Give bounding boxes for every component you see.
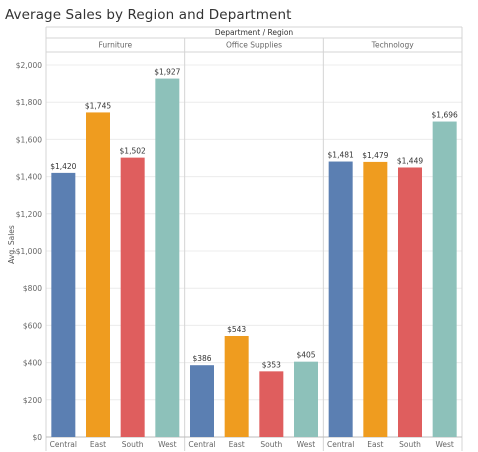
y-tick-label: $2,000 <box>16 61 42 70</box>
data-label: $1,745 <box>85 101 111 110</box>
x-tick-label: Central <box>188 440 215 449</box>
y-tick-label: $1,600 <box>16 135 42 144</box>
x-tick-label: South <box>260 440 282 449</box>
x-tick-label: Central <box>327 440 354 449</box>
bar-office-supplies-west <box>294 361 318 437</box>
data-label: $405 <box>296 351 315 360</box>
bar-furniture-south <box>120 157 145 438</box>
x-tick-label: South <box>122 440 144 449</box>
y-tick-label: $600 <box>23 321 42 330</box>
panel-header-technology: Technology <box>371 41 415 50</box>
y-axis-title: Avg. Sales <box>7 225 16 264</box>
column-header-label: Department / Region <box>215 28 294 37</box>
data-label: $1,502 <box>120 147 146 156</box>
y-tick-label: $200 <box>23 396 42 405</box>
x-tick-label: West <box>435 440 453 449</box>
x-tick-label: East <box>90 440 106 449</box>
bar-technology-east <box>363 161 388 437</box>
x-tick-label: West <box>158 440 176 449</box>
y-tick-label: $1,000 <box>16 247 42 256</box>
data-label: $353 <box>262 360 281 369</box>
y-tick-label: $1,400 <box>16 173 42 182</box>
bar-furniture-east <box>86 112 110 438</box>
x-tick-label: Central <box>50 440 77 449</box>
y-tick-label: $0 <box>32 433 42 442</box>
panel-header-furniture: Furniture <box>98 41 132 50</box>
data-label: $1,420 <box>50 162 76 171</box>
panel-header-office-supplies: Office Supplies <box>226 41 282 50</box>
bar-technology-central <box>328 161 353 437</box>
x-tick-label: East <box>229 440 245 449</box>
data-label: $1,927 <box>154 68 180 77</box>
data-label: $543 <box>227 325 246 334</box>
data-label: $386 <box>192 354 211 363</box>
x-tick-label: East <box>367 440 383 449</box>
x-tick-label: South <box>399 440 421 449</box>
bar-technology-south <box>398 167 422 437</box>
y-tick-label: $400 <box>23 359 42 368</box>
bar-furniture-central <box>51 172 76 437</box>
data-label: $1,481 <box>328 151 354 160</box>
data-label: $1,449 <box>397 156 423 165</box>
bar-technology-west <box>432 121 457 437</box>
bar-office-supplies-central <box>190 365 214 437</box>
x-tick-label: West <box>297 440 315 449</box>
y-tick-label: $800 <box>23 284 42 293</box>
bar-office-supplies-east <box>224 336 249 437</box>
bar-office-supplies-south <box>259 371 284 437</box>
chart-title: Average Sales by Region and Department <box>5 7 292 23</box>
bar-furniture-west <box>155 78 180 437</box>
y-tick-label: $1,800 <box>16 98 42 107</box>
data-label: $1,479 <box>362 151 388 160</box>
data-label: $1,696 <box>432 111 458 120</box>
y-tick-label: $1,200 <box>16 210 42 219</box>
